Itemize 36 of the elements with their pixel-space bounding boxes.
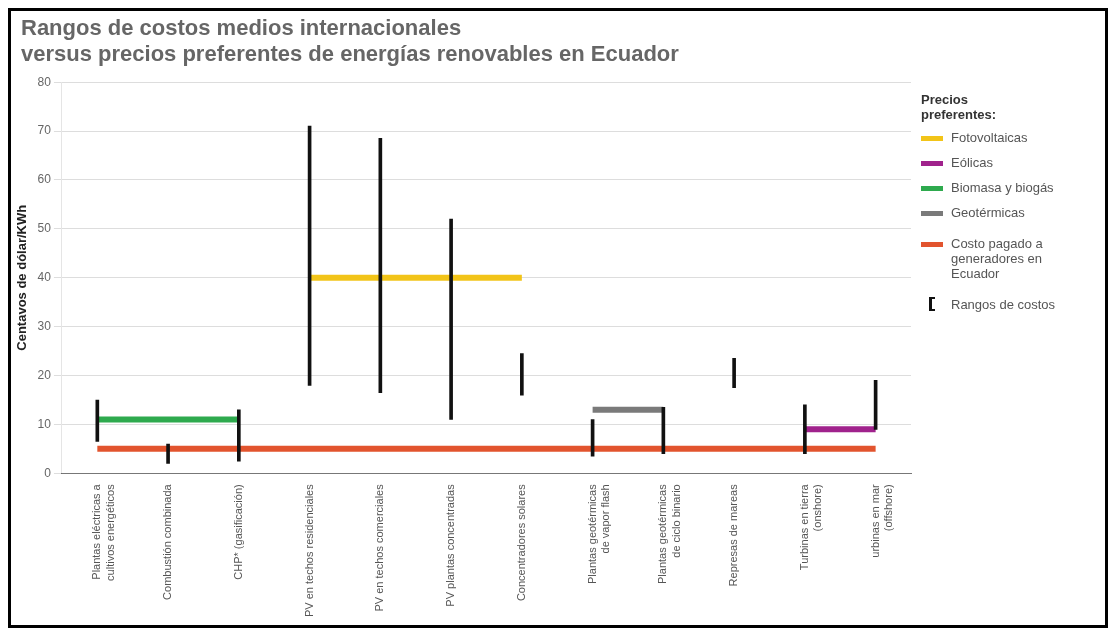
y-tick-label: 0: [44, 465, 52, 480]
y-axis-title: Centavos de dólar/KWh: [14, 204, 30, 351]
y-tick-label: 40: [37, 269, 52, 284]
bar: [520, 352, 524, 396]
x-tick-label: Plantas eléctricas a cultivos energéticos: [90, 483, 116, 581]
legend-label: Rangos de costos: [951, 296, 1057, 312]
bar: [237, 409, 241, 462]
x-tick-label: CHP* (gasificación): [231, 484, 244, 580]
bar: [732, 357, 736, 388]
x-tick-label: Represas de mareas: [727, 483, 740, 587]
legend-title: Precios preferentes:: [921, 91, 998, 122]
legend-label: Geotérmicas: [951, 204, 1026, 220]
bar: [803, 404, 807, 454]
y-tick-label: 20: [37, 367, 52, 382]
x-tick-label: Turbinas en tierra (onshore): [797, 483, 824, 570]
y-tick-label: 60: [37, 172, 52, 187]
x-tick-label: urbinas en mar (offshore): [868, 483, 894, 558]
bar: [95, 399, 100, 442]
x-tick-label: Concentradores solares: [514, 483, 527, 601]
x-tick-label: PV en techos residenciales: [302, 483, 315, 617]
bar: [166, 443, 170, 464]
y-tick-label: 50: [37, 220, 52, 235]
bar: [449, 218, 453, 420]
x-tick-label: PV en techos comerciales: [373, 483, 386, 612]
legend-label: Fotovoltaicas: [951, 129, 1029, 145]
chart-title: Rangos de costos medios internacionales versus precios preferentes de energías renovables en Ecuador: [20, 14, 680, 69]
x-tick-label: PV plantas concentradas: [444, 483, 457, 607]
y-tick-label: 70: [37, 123, 52, 138]
legend-label: Eólicas: [951, 154, 994, 170]
x-tick-label: Combustión combinada: [161, 483, 174, 600]
y-tick-label: 10: [37, 416, 52, 431]
x-tick-label: Plantas geotérmicas de vapor flash: [585, 483, 611, 584]
legend-label: Biomasa y biogás: [951, 179, 1055, 195]
y-tick-label: 30: [37, 318, 52, 333]
y-tick-label: 80: [37, 74, 52, 89]
legend-label: Costo pagado a generadores en Ecuador: [951, 235, 1044, 281]
